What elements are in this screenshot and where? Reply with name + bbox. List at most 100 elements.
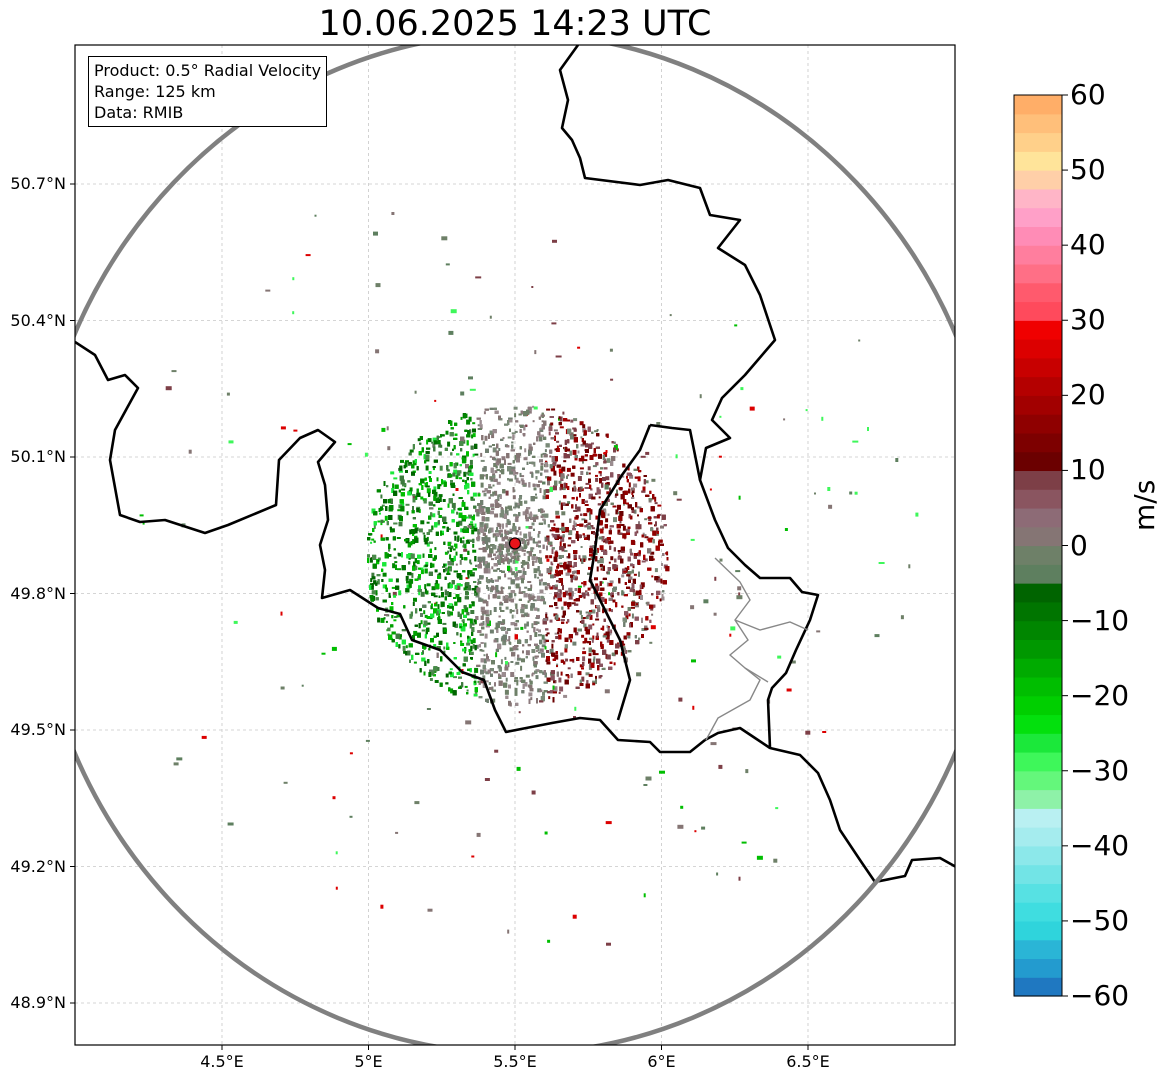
echo-gate [469,559,472,564]
echo-gate [554,573,557,577]
echo-gate [470,610,475,614]
echo-gate [384,515,388,521]
echo-gate [571,602,576,605]
echo-gate [440,444,443,448]
echo-gate [546,408,551,411]
echo-gate [475,644,479,649]
echo-gate [554,448,558,451]
echo-gate [580,546,583,548]
echo-gate [527,581,532,583]
echo-gate [466,689,469,692]
echo-gate [568,594,573,600]
echo-gate [468,416,472,422]
echo-gate [426,536,429,541]
echo-gate [591,531,595,535]
echo-gate [482,683,486,688]
echo-gate [592,658,595,664]
echo-gate [581,617,586,619]
echo-gate [382,520,385,523]
echo-gate [491,566,494,570]
echo-gate [605,653,608,659]
echo-gate [535,675,539,680]
echo-gate [405,503,410,506]
echo-gate [449,672,454,678]
echo-gate [398,590,402,596]
echo-gate [460,416,463,420]
echo-gate [602,477,606,481]
echo-gate [390,471,395,475]
echo-gate [519,495,523,497]
echo-gate [613,662,616,666]
echo-gate [640,582,645,588]
echo-gate [544,538,549,542]
echo-gate [464,607,469,613]
echo-gate [543,638,547,644]
echo-gate [527,684,530,688]
echo-gate [537,576,540,579]
echo-gate [424,584,427,590]
echo-gate [450,688,454,694]
echo-gate [492,484,495,487]
echo-gate [489,455,492,458]
echo-gate [585,672,590,676]
echo-gate [443,646,446,650]
echo-gate [583,585,586,588]
echo-gate [551,643,554,649]
echo-gate [545,614,548,619]
echo-gate [637,514,639,517]
echo-gate [553,596,556,600]
echo-gate [439,497,442,502]
echo-gate [651,613,654,616]
echo-gate [434,680,439,683]
echo-gate [445,430,449,435]
echo-gate [447,441,451,447]
echo-gate [563,460,567,463]
echo-gate [633,509,637,514]
echo-gate [567,474,570,477]
echo-gate [562,411,565,415]
echo-gate [409,529,412,535]
echo-gate [420,613,423,617]
echo-gate [499,495,502,499]
echo-gate [631,488,635,494]
echo-gate [595,477,599,482]
echo-gate [520,626,524,630]
echo-gate [546,650,549,653]
echo-gate [596,547,599,553]
echo-gate [433,644,437,647]
echo-gate [510,672,515,677]
echo-gate [394,561,398,564]
echo-gate [508,592,513,598]
echo-gate [644,518,648,521]
echo-gate [625,649,628,654]
echo-gate [519,575,524,580]
echo-gate [610,556,614,561]
echo-gate [508,508,513,511]
echo-gate [610,629,613,634]
echo-gate [492,444,495,446]
echo-gate [459,559,462,565]
echo-gate [438,494,443,498]
echo-gate [651,575,654,578]
echo-gate [438,443,442,448]
echo-gate [508,636,511,640]
echo-gate [488,687,493,690]
echo-gate [515,477,519,483]
echo-gate [418,528,423,533]
echo-gate [428,529,433,533]
echo-gate [437,604,440,610]
echo-gate [528,526,533,529]
echo-gate [474,667,479,673]
echo-gate [392,483,395,489]
echo-gate [539,648,544,653]
echo-gate [403,650,407,654]
echo-gate [420,569,424,575]
echo-gate [546,632,550,635]
echo-gate [661,593,664,598]
echo-gate [442,632,447,634]
echo-gate [487,586,490,591]
echo-gate [412,460,417,466]
echo-gate [627,634,631,639]
echo-gate [592,465,597,468]
map-title: 10.06.2025 14:23 UTC [318,4,712,44]
